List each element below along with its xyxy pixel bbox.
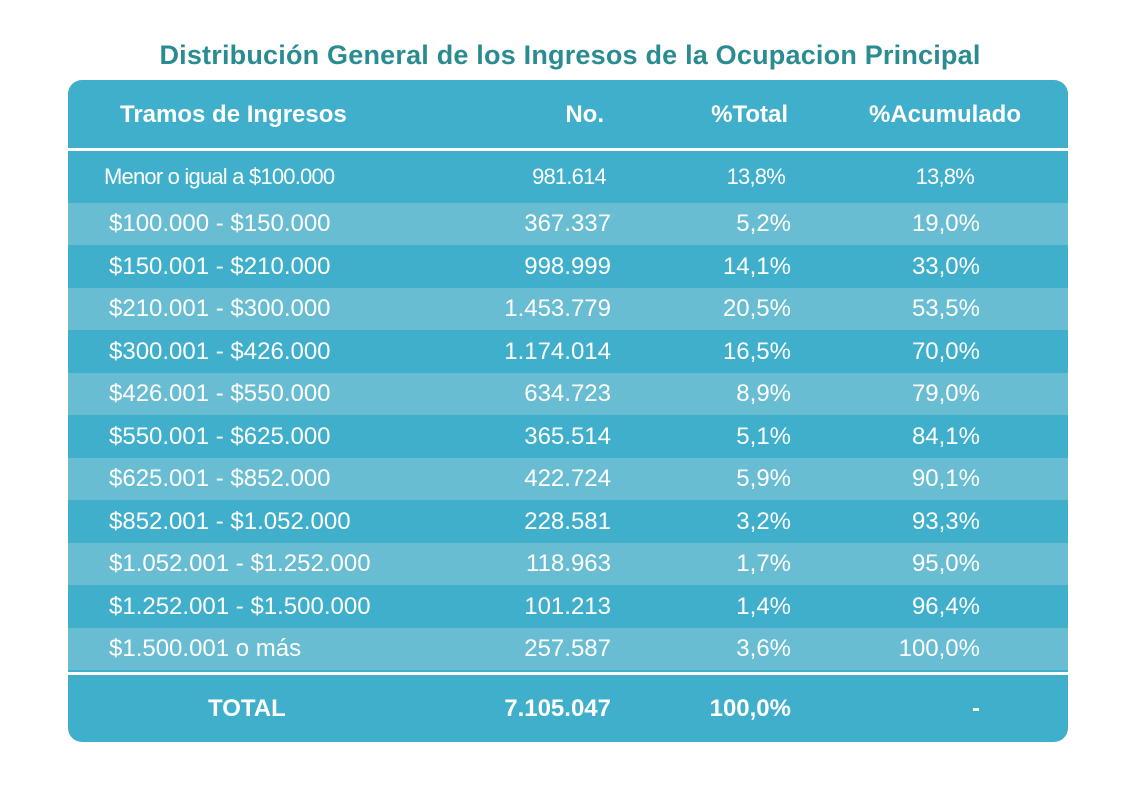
cell-range: $210.001 - $300.000 [109,295,331,322]
total-count: 7.105.047 [504,695,611,722]
cell-pct-total: 14,1% [722,252,791,280]
cell-pct-total: 5,9% [736,465,791,492]
table-row: $1.052.001 - $1.252.000 118.963 1,7% 95,0% [68,543,1068,585]
cell-pct-total: 1,7% [736,550,791,577]
cell-pct-total: 1,4% [736,592,791,620]
cell-pct-cumulative: 96,4% [911,592,980,620]
cell-count: 981.614 [532,164,607,189]
cell-pct-total: 13,8% [726,164,786,189]
cell-pct-cumulative: 84,1% [911,422,980,450]
cell-count: 634.723 [524,380,611,407]
table-row: $100.000 - $150.000 367.337 5,2% 19,0% [68,203,1068,245]
cell-pct-cumulative: 95,0% [911,550,980,577]
table-row: $210.001 - $300.000 1.453.779 20,5% 53,5% [68,288,1068,330]
cell-count: 101.213 [524,592,611,620]
table-row: $550.001 - $625.000 365.514 5,1% 84,1% [68,415,1068,458]
table-row: $625.001 - $852.000 422.724 5,9% 90,1% [68,458,1068,500]
table-row: $426.001 - $550.000 634.723 8,9% 79,0% [68,373,1068,415]
table-title: Distribución General de los Ingresos de … [159,40,981,70]
cell-pct-cumulative: 70,0% [911,337,980,365]
cell-range: $1.500.001 o más [109,635,302,662]
cell-range: $300.001 - $426.000 [109,337,331,365]
cell-count: 118.963 [526,550,611,577]
cell-range: $550.001 - $625.000 [109,422,331,450]
cell-pct-total: 20,5% [722,295,791,322]
cell-pct-total: 3,2% [736,507,791,535]
table-row: $300.001 - $426.000 1.174.014 16,5% 70,0% [68,330,1068,373]
cell-pct-cumulative: 19,0% [911,210,980,237]
table-header-row: Tramos de Ingresos No. %Total %Acumulado [68,80,1068,150]
cell-count: 367.337 [524,210,611,237]
total-divider [68,672,1068,675]
cell-pct-cumulative: 13,8% [915,164,975,189]
cell-range: Menor o igual a $100.000 [104,164,335,189]
cell-count: 422.724 [524,465,611,492]
cell-range: $1.052.001 - $1.252.000 [109,550,371,577]
cell-range: $1.252.001 - $1.500.000 [109,592,371,620]
cell-pct-cumulative: 100,0% [898,635,980,662]
cell-count: 257.587 [524,635,611,662]
cell-pct-total: 16,5% [722,337,791,365]
header-pct-total: %Total [711,101,788,128]
cell-pct-cumulative: 53,5% [911,295,980,322]
header-count: No. [565,101,604,128]
cell-count: 1.453.779 [504,295,611,322]
cell-pct-total: 5,2% [736,210,791,237]
cell-pct-total: 8,9% [736,380,791,407]
cell-pct-cumulative: 90,1% [911,465,980,492]
cell-range: $852.001 - $1.052.000 [109,507,351,535]
total-pct-total: 100,0% [709,695,791,722]
header-range: Tramos de Ingresos [120,101,347,128]
cell-count: 1.174.014 [504,337,611,365]
cell-range: $150.001 - $210.000 [109,252,331,280]
header-pct-cumulative: %Acumulado [868,101,1021,128]
cell-pct-cumulative: 33,0% [911,252,980,280]
cell-pct-cumulative: 93,3% [911,507,980,535]
total-row: TOTAL 7.105.047 100,0% - [68,676,1068,742]
table-row: $1.252.001 - $1.500.000 101.213 1,4% 96,4% [68,585,1068,628]
cell-range: $426.001 - $550.000 [109,380,331,407]
table-row: $852.001 - $1.052.000 228.581 3,2% 93,3% [68,500,1068,543]
cell-pct-total: 3,6% [736,635,791,662]
header-divider [68,148,1068,151]
total-pct-cumulative: - [972,695,980,722]
cell-range: $100.000 - $150.000 [109,210,331,237]
cell-pct-cumulative: 79,0% [911,380,980,407]
table-row: Menor o igual a $100.000 981.614 13,8% 13,8… [68,151,1068,203]
cell-pct-total: 5,1% [736,422,791,450]
income-table: Tramos de Ingresos No. %Total %Acumulado… [68,80,1068,742]
cell-count: 228.581 [524,507,611,535]
table-row: $1.500.001 o más 257.587 3,6% 100,0% [68,628,1068,670]
cell-range: $625.001 - $852.000 [109,465,331,492]
table-row: $150.001 - $210.000 998.999 14,1% 33,0% [68,245,1068,288]
cell-count: 365.514 [524,422,611,450]
cell-count: 998.999 [524,252,611,280]
total-label: TOTAL [208,695,286,722]
